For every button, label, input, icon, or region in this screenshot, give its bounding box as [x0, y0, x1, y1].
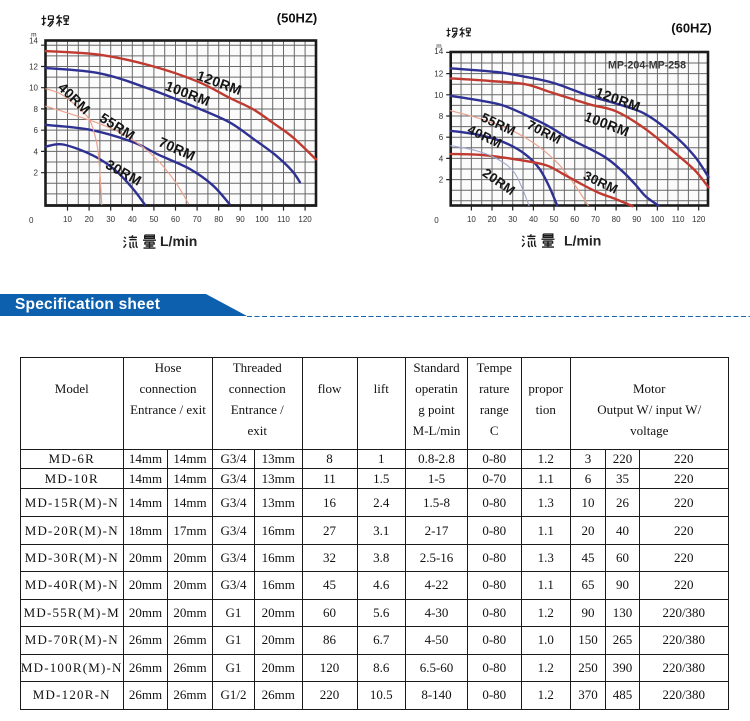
svg-text:90: 90 [236, 215, 245, 224]
svg-text:12: 12 [29, 63, 38, 72]
svg-text:120: 120 [298, 215, 312, 224]
svg-text:4: 4 [439, 154, 444, 163]
svg-text:L/min: L/min [160, 233, 197, 249]
svg-text:0: 0 [29, 216, 34, 225]
svg-text:110: 110 [672, 215, 685, 224]
svg-text:120: 120 [692, 215, 706, 224]
svg-text:10: 10 [63, 215, 72, 224]
svg-text:0: 0 [434, 216, 439, 225]
svg-text:60: 60 [570, 215, 579, 224]
svg-text:30: 30 [508, 215, 517, 224]
svg-text:4: 4 [34, 147, 39, 156]
svg-text:50: 50 [149, 215, 158, 224]
svg-text:10: 10 [467, 215, 476, 224]
svg-text:30: 30 [106, 215, 115, 224]
svg-text:70: 70 [591, 215, 600, 224]
svg-text:8: 8 [34, 105, 39, 114]
svg-text:100: 100 [651, 215, 665, 224]
svg-text:50: 50 [550, 215, 559, 224]
svg-text:20: 20 [488, 215, 497, 224]
svg-text:m: m [31, 31, 36, 38]
svg-text:100: 100 [255, 215, 269, 224]
svg-text:80: 80 [612, 215, 621, 224]
svg-text:40: 40 [128, 215, 137, 224]
svg-text:m: m [436, 43, 441, 50]
svg-text:40: 40 [529, 215, 538, 224]
svg-text:80: 80 [214, 215, 223, 224]
svg-text:14: 14 [434, 47, 443, 56]
svg-text:10: 10 [434, 91, 443, 100]
svg-text:110: 110 [277, 215, 290, 224]
svg-text:2: 2 [439, 176, 444, 185]
svg-text:10: 10 [29, 84, 38, 93]
svg-text:L/min: L/min [564, 233, 601, 249]
svg-text:12: 12 [434, 70, 443, 79]
svg-text:2: 2 [34, 169, 39, 178]
svg-text:6: 6 [439, 133, 444, 142]
svg-text:(50HZ): (50HZ) [277, 11, 317, 26]
svg-text:60: 60 [171, 215, 180, 224]
svg-text:14: 14 [29, 37, 38, 46]
svg-text:6: 6 [34, 126, 39, 135]
svg-text:20: 20 [85, 215, 94, 224]
svg-text:(60HZ): (60HZ) [671, 21, 711, 36]
svg-text:70: 70 [193, 215, 202, 224]
svg-text:8: 8 [439, 112, 444, 121]
svg-text:90: 90 [632, 215, 641, 224]
svg-text:MP-204-MP-258: MP-204-MP-258 [608, 60, 686, 72]
